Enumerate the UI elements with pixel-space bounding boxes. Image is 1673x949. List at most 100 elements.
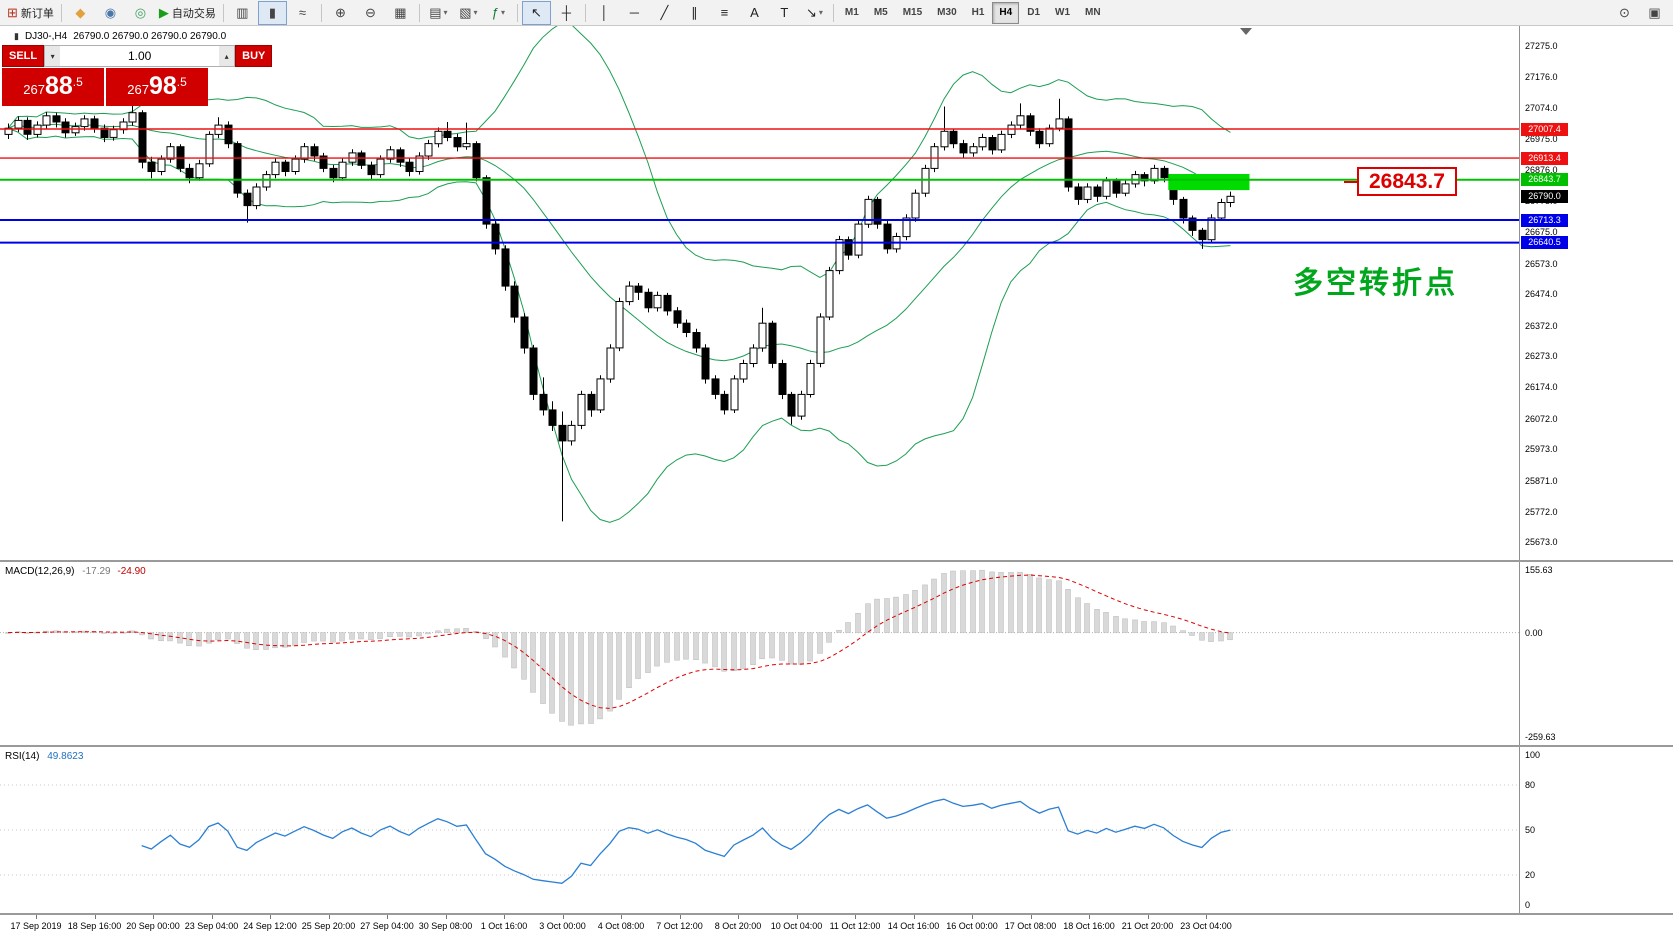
rsi-axis-label: 20	[1525, 870, 1536, 880]
text-button[interactable]: A	[740, 1, 769, 25]
price-axis-label: 27176.0	[1525, 71, 1558, 82]
community-icon[interactable]: ◎	[126, 1, 155, 25]
price-line-tag: 26913.4	[1521, 151, 1568, 165]
rsi-panel[interactable]	[0, 747, 1519, 913]
macd-axis-label: 155.63	[1525, 565, 1553, 575]
highlight-rectangle[interactable]	[1168, 174, 1250, 191]
time-axis-tick	[972, 915, 973, 919]
indicators-button[interactable]: ƒ ▾	[484, 1, 513, 25]
sell-price-prefix: 267	[23, 82, 45, 97]
timeframe-h4-button[interactable]: H4	[992, 1, 1020, 24]
price-axis-label: 26372.0	[1525, 320, 1558, 331]
bollinger-upper-band	[7, 26, 1231, 278]
volume-up-button[interactable]: ▴	[219, 46, 235, 66]
time-axis-tick	[562, 915, 564, 919]
zoom-in-button[interactable]: ⊕	[326, 1, 355, 25]
toolbar-separator	[584, 3, 586, 22]
current-price-tag: 26790.0	[1521, 189, 1568, 203]
profiles-button[interactable]: ▧ ▾	[454, 1, 483, 25]
time-axis-tick	[153, 915, 154, 919]
crosshair-button[interactable]: ┼	[552, 1, 581, 25]
timeframe-m15-button[interactable]: M15	[902, 7, 923, 18]
search-icon-button[interactable]: ⊙	[1610, 1, 1639, 25]
accounts-icon-icon: ◉	[104, 5, 117, 20]
autotrading-button-label: 自动交易	[171, 7, 216, 20]
macd-main-value: -17.29	[82, 566, 111, 577]
candlestick-chart-icon: ▮	[268, 5, 276, 20]
crosshair-icon: ┼	[561, 5, 572, 20]
main-chart[interactable]	[0, 26, 1519, 560]
sell-button[interactable]: SELL	[2, 45, 45, 67]
macd-panel[interactable]	[0, 562, 1519, 745]
panel-separator[interactable]	[0, 913, 1673, 915]
equidistant-channel-button[interactable]: ∥	[680, 1, 709, 25]
vertical-line-button[interactable]: │	[590, 1, 619, 25]
chevron-down-icon: ▾	[443, 8, 448, 17]
time-axis-label: 21 Oct 20:00	[1121, 921, 1174, 931]
buy-price-button[interactable]: 267 98.5	[106, 68, 208, 106]
text-label-button[interactable]: T	[770, 1, 799, 25]
time-axis-tick	[387, 915, 388, 919]
bar-chart-button[interactable]: ▥	[228, 1, 257, 25]
buy-price-prefix: 267	[127, 82, 149, 97]
panel-separator[interactable]	[0, 560, 1673, 562]
turning-point-annotation[interactable]: 多空转折点	[1293, 267, 1458, 300]
rsi-title: RSI(14)	[5, 751, 40, 762]
arrows-button[interactable]: ↘ ▾	[800, 1, 829, 25]
timeframe-d1-button[interactable]: D1	[1027, 7, 1041, 18]
time-axis-tick	[679, 915, 681, 919]
tile-windows-button[interactable]: ▦	[386, 1, 415, 25]
price-callout[interactable]: 26843.7	[1357, 167, 1457, 196]
price-axis-label: 26072.0	[1525, 413, 1558, 424]
chevron-down-icon: ▾	[473, 8, 478, 17]
volume-input[interactable]	[60, 46, 220, 66]
symbol-timeframe-label: DJ30-,H4	[24, 31, 68, 42]
timeframe-w1-button[interactable]: W1	[1055, 7, 1071, 18]
panel-separator[interactable]	[0, 745, 1673, 747]
sell-price-button[interactable]: 267 88.5	[2, 68, 104, 106]
rsi-value: 49.8623	[47, 751, 84, 762]
accounts-icon[interactable]: ◉	[96, 1, 125, 25]
new-chart-button[interactable]: ▤ ▾	[424, 1, 453, 25]
line-chart-button[interactable]: ≈	[288, 1, 317, 25]
time-axis[interactable]: 17 Sep 2019 18 Sep 16:00 20 Sep 00:00 23 Se…	[0, 915, 1673, 941]
buy-price-big: 98	[148, 72, 177, 100]
timeframe-m5-button[interactable]: M5	[873, 7, 888, 18]
price-axis[interactable]: 27275.027176.027074.026975.026876.026775…	[1519, 26, 1673, 915]
new-order-button[interactable]: ⊞ 新订单	[4, 1, 57, 25]
zoom-in-icon: ⊕	[334, 5, 346, 20]
price-axis-label: 26876.0	[1525, 164, 1558, 175]
trendline-button[interactable]: ╱	[650, 1, 679, 25]
buy-button[interactable]: BUY	[235, 45, 273, 67]
time-axis-label: 24 Sep 12:00	[243, 921, 297, 931]
shift-marker-icon[interactable]	[1240, 28, 1252, 35]
time-axis-label: 14 Oct 16:00	[887, 921, 940, 931]
new-chart-icon: ▤	[429, 5, 442, 20]
window-icon-button[interactable]: ▣	[1640, 1, 1669, 25]
rsi-axis-label: 80	[1525, 780, 1536, 790]
timeframe-m30-button[interactable]: M30	[937, 7, 957, 18]
price-line-tag: 26640.5	[1521, 236, 1568, 250]
price-axis-label: 26975.0	[1525, 134, 1558, 144]
timeframe-h1-button[interactable]: H1	[971, 7, 985, 18]
zoom-out-button[interactable]: ⊖	[356, 1, 385, 25]
timeframe-m1-button[interactable]: M1	[844, 7, 859, 18]
time-axis-tick	[796, 915, 798, 919]
one-click-price-row: 267 88.5 267 98.5	[2, 68, 208, 106]
bar-chart-icon: ▥	[236, 5, 249, 20]
price-line-tag: 26843.7	[1521, 173, 1568, 187]
candlestick-chart-button[interactable]: ▮	[257, 0, 287, 25]
time-axis-label: 25 Sep 20:00	[301, 921, 356, 931]
price-axis-label: 25871.0	[1525, 475, 1558, 486]
price-axis-label: 26474.0	[1525, 289, 1558, 300]
toolbar-separator	[222, 3, 224, 22]
metaeditor-icon[interactable]: ◆	[66, 1, 95, 25]
horizontal-line-button[interactable]: ─	[620, 1, 649, 25]
autotrading-button[interactable]: ▶ 自动交易	[156, 1, 219, 25]
cursor-button[interactable]: ↖	[521, 0, 551, 25]
autotrading-icon: ▶	[158, 5, 169, 20]
volume-dropdown-button[interactable]: ▾	[45, 46, 61, 66]
timeframe-mn-button[interactable]: MN	[1085, 7, 1101, 18]
fibonacci-button[interactable]: ≡	[710, 1, 739, 25]
time-axis-label: 10 Oct 04:00	[770, 921, 823, 931]
